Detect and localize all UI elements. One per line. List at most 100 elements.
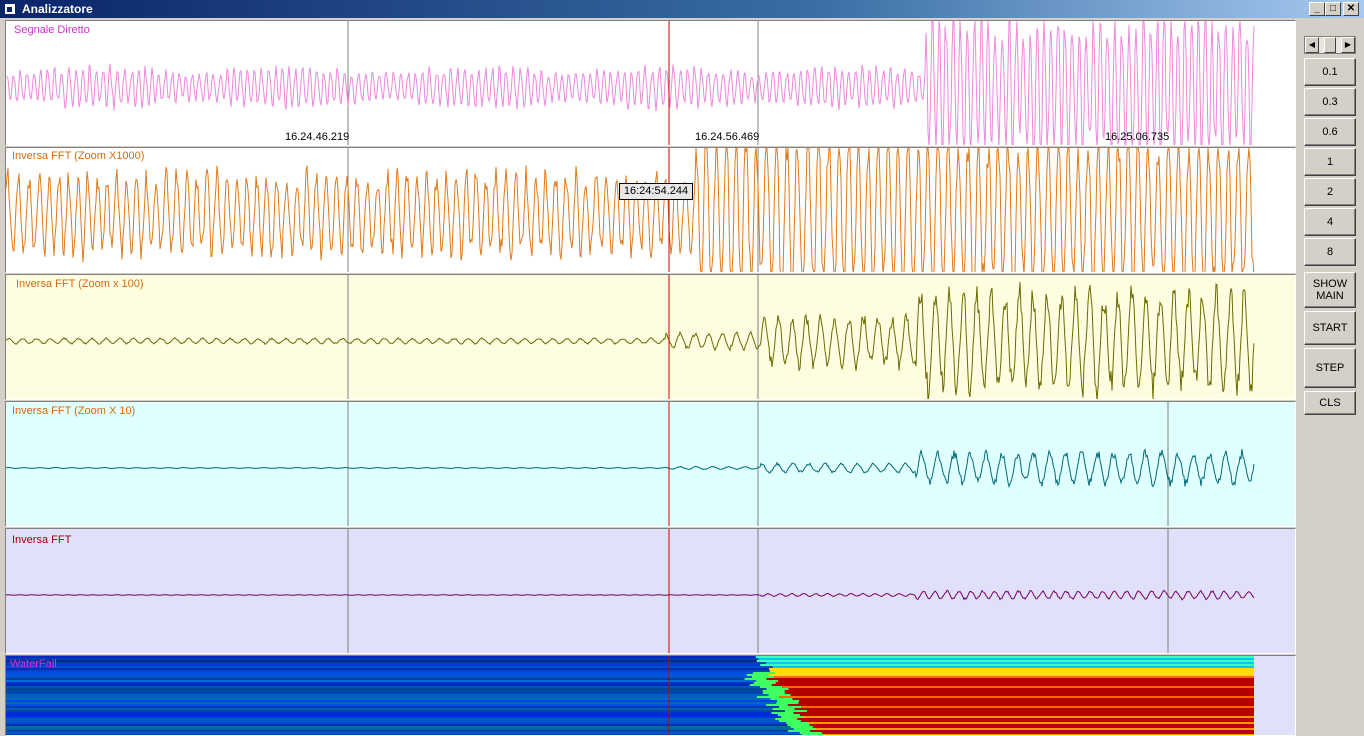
waterfall-edge (793, 728, 816, 730)
waterfall-edge (756, 680, 779, 682)
waterfall-row (6, 708, 1254, 710)
scroll-right-arrow-icon[interactable]: ▶ (1341, 37, 1355, 53)
waterfall-row (6, 670, 1254, 672)
waterfall-row (6, 656, 1254, 658)
waterfall-edge (762, 690, 785, 692)
title-bar: Analizzatore _ □ ✕ (0, 0, 1364, 18)
waveform-line (6, 448, 1255, 489)
waterfall-row (6, 718, 1254, 720)
waterfall-plot (6, 656, 1254, 735)
signal-plot (6, 21, 1255, 145)
waterfall-band (776, 696, 1254, 698)
waterfall-band (772, 666, 1254, 668)
waterfall-row (6, 676, 1254, 678)
panel-title: Inversa FFT (Zoom X1000) (12, 150, 145, 162)
panel-segnale-diretto: Segnale Diretto 16.24.46.219 16.24.56.46… (5, 20, 1296, 146)
waterfall-edge (788, 730, 811, 732)
scroll-left-arrow-icon[interactable]: ◀ (1305, 37, 1319, 53)
zoom-scrollbar[interactable]: ◀ ▶ (1304, 36, 1356, 54)
waterfall-band (821, 734, 1254, 735)
waterfall-band (782, 692, 1254, 694)
waterfall-band (760, 664, 1254, 666)
waterfall-band (769, 684, 1254, 686)
waterfall-band (797, 700, 1254, 702)
start-button[interactable]: START (1304, 311, 1356, 345)
waterfall-row (6, 716, 1254, 718)
waterfall-band (769, 668, 1254, 670)
waterfall-row (6, 664, 1254, 666)
waterfall-row (6, 712, 1254, 714)
scale-button-4[interactable]: 4 (1304, 208, 1356, 236)
waterfall-band (798, 720, 1254, 722)
waterfall-band (795, 718, 1254, 720)
waterfall-row (6, 700, 1254, 702)
waterfall-row (6, 682, 1254, 684)
signal-plot (6, 402, 1255, 526)
panel-title: Inversa FFT (Zoom x 100) (16, 278, 144, 290)
waterfall-row (6, 706, 1254, 708)
signal-plot (6, 148, 1255, 272)
waterfall-edge (790, 726, 813, 728)
close-button[interactable]: ✕ (1343, 2, 1359, 16)
waterfall-band (756, 660, 1254, 662)
waterfall-row (6, 674, 1254, 676)
waterfall-band (792, 708, 1254, 710)
show-main-button[interactable]: SHOW MAIN (1304, 272, 1356, 308)
waterfall-row (6, 726, 1254, 728)
waterfall-row (6, 696, 1254, 698)
scale-button-8[interactable]: 8 (1304, 238, 1356, 266)
waterfall-row (6, 720, 1254, 722)
panel-inversa-fft-x1000: Inversa FFT (Zoom X1000) (5, 147, 1296, 273)
waterfall-edge (765, 704, 788, 706)
waterfall-row (6, 666, 1254, 668)
signal-plot (6, 529, 1255, 653)
waterfall-row (6, 658, 1254, 660)
scale-button-1[interactable]: 1 (1304, 148, 1356, 176)
waterfall-edge (744, 678, 767, 680)
waterfall-band (773, 682, 1254, 684)
scale-button-0.3[interactable]: 0.3 (1304, 88, 1356, 116)
waterfall-edge (756, 696, 779, 698)
waterfall-edge (770, 698, 793, 700)
maximize-button[interactable]: □ (1325, 2, 1341, 16)
waterfall-row (6, 728, 1254, 730)
waterfall-band (804, 710, 1254, 712)
scale-button-0.1[interactable]: 0.1 (1304, 58, 1356, 86)
waterfall-band (797, 714, 1254, 716)
waveform-line (6, 589, 1255, 601)
waterfall-edge (777, 700, 800, 702)
waterfall-row (6, 714, 1254, 716)
scale-button-2[interactable]: 2 (1304, 178, 1356, 206)
waterfall-edge (778, 720, 801, 722)
waterfall-band (782, 690, 1254, 692)
waterfall-edge (776, 702, 799, 704)
scale-button-0.6[interactable]: 0.6 (1304, 118, 1356, 146)
waterfall-edge (751, 676, 774, 678)
cursor-time-tooltip: 16:24:54.244 (619, 183, 693, 200)
step-button[interactable]: STEP (1304, 348, 1356, 388)
waterfall-row (6, 704, 1254, 706)
waterfall-band (785, 704, 1254, 706)
waterfall-band (771, 676, 1254, 678)
waterfall-row (6, 678, 1254, 680)
waterfall-band (796, 702, 1254, 704)
cls-button[interactable]: CLS (1304, 391, 1356, 415)
scroll-thumb[interactable] (1324, 37, 1336, 53)
waterfall-band (766, 674, 1254, 676)
panel-waterfall: WaterFall (5, 655, 1296, 736)
waterfall-row (6, 694, 1254, 696)
waterfall-edge (753, 682, 776, 684)
waterfall-band (755, 656, 1254, 658)
panel-inversa-fft-x100: Inversa FFT (Zoom x 100) (5, 274, 1296, 400)
app-icon (5, 4, 15, 14)
waterfall-band (779, 686, 1254, 688)
waterfall-band (769, 670, 1254, 672)
minimize-button[interactable]: _ (1309, 2, 1325, 16)
waterfall-edge (762, 692, 785, 694)
panel-title: Inversa FFT (12, 534, 72, 546)
waterfall-band (810, 726, 1254, 728)
waterfall-band (808, 730, 1254, 732)
waterfall-edge (775, 718, 798, 720)
waterfall-edge (784, 710, 807, 712)
waterfall-row (6, 672, 1254, 674)
